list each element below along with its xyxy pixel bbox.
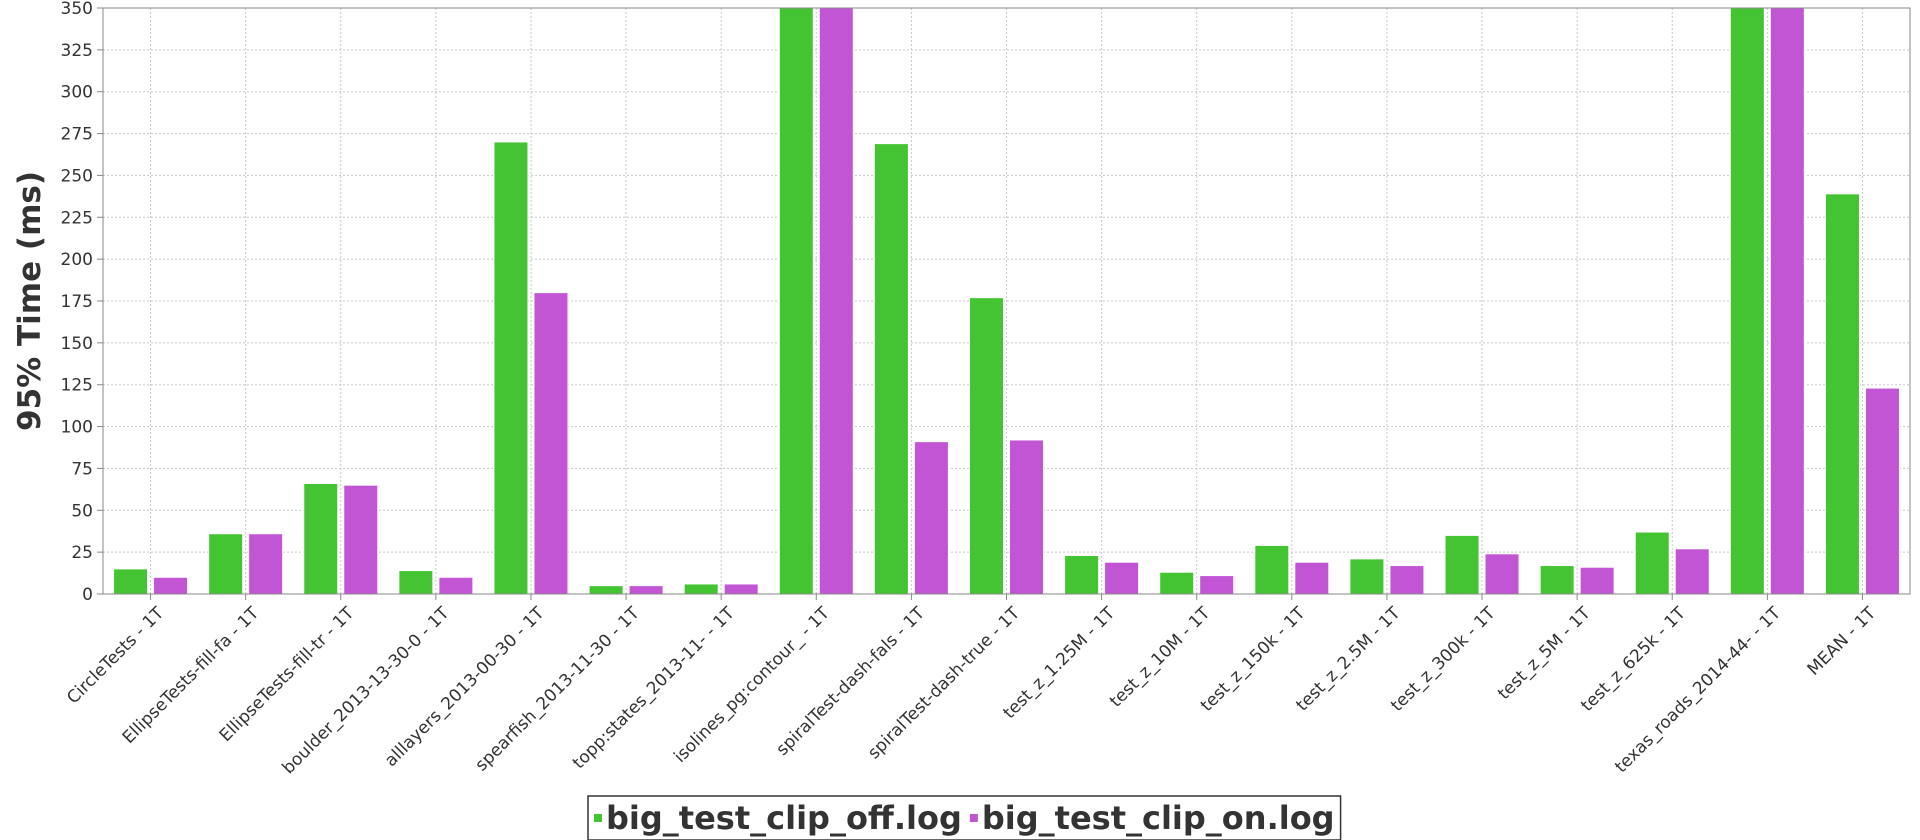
y-tick-label-14: 350 bbox=[61, 0, 93, 19]
bar-series-0-cat-2 bbox=[303, 482, 339, 595]
bar-series-1-cat-1 bbox=[248, 533, 284, 595]
bar-series-0-cat-17 bbox=[1729, 7, 1765, 595]
y-tick-label-4: 100 bbox=[61, 418, 93, 438]
legend: big_test_clip_off.log big_test_clip_on.l… bbox=[587, 795, 1342, 840]
bar-series-0-cat-12 bbox=[1254, 544, 1290, 595]
bar-series-0-cat-11 bbox=[1159, 571, 1195, 595]
bar-series-1-cat-16 bbox=[1674, 548, 1710, 595]
y-tick-label-13: 325 bbox=[61, 41, 93, 61]
bar-series-0-cat-3 bbox=[398, 570, 434, 595]
bar-series-0-cat-4 bbox=[493, 141, 529, 595]
y-tick-label-10: 250 bbox=[61, 166, 93, 186]
bar-series-1-cat-8 bbox=[913, 441, 949, 595]
bar-series-0-cat-6 bbox=[683, 583, 719, 595]
bar-series-0-cat-5 bbox=[588, 585, 624, 595]
bar-series-1-cat-18 bbox=[1864, 387, 1900, 595]
bar-series-1-cat-6 bbox=[723, 583, 759, 595]
y-tick-label-3: 75 bbox=[71, 459, 93, 479]
bars bbox=[113, 7, 1900, 595]
legend-label-clip-on: big_test_clip_on.log bbox=[982, 799, 1335, 837]
bar-series-1-cat-10 bbox=[1104, 561, 1140, 595]
bar-series-1-cat-2 bbox=[343, 484, 379, 595]
bar-series-1-cat-3 bbox=[438, 576, 474, 595]
y-tick-label-12: 300 bbox=[61, 83, 93, 103]
bar-series-0-cat-9 bbox=[969, 297, 1004, 595]
legend-swatch-clip-on bbox=[969, 814, 978, 822]
y-tick-label-8: 200 bbox=[61, 250, 93, 270]
y-tick-label-1: 25 bbox=[71, 543, 93, 563]
legend-swatch-clip-off bbox=[594, 814, 602, 822]
bar-series-0-cat-13 bbox=[1349, 558, 1385, 595]
bar-series-1-cat-11 bbox=[1199, 575, 1235, 595]
y-tick-label-0: 0 bbox=[82, 585, 93, 605]
bar-series-1-cat-0 bbox=[153, 576, 189, 595]
y-tick-label-5: 125 bbox=[61, 376, 93, 396]
legend-frame bbox=[587, 795, 1342, 840]
bar-series-1-cat-7 bbox=[818, 7, 854, 595]
bar-series-1-cat-15 bbox=[1579, 566, 1615, 595]
bar-series-0-cat-14 bbox=[1444, 534, 1480, 595]
grid-lines bbox=[103, 7, 1910, 595]
bar-series-0-cat-1 bbox=[208, 533, 244, 595]
bar-series-0-cat-10 bbox=[1064, 554, 1100, 595]
y-axis-title: 95% Time (ms) bbox=[12, 171, 48, 431]
bar-series-0-cat-7 bbox=[778, 7, 814, 595]
bar-series-1-cat-5 bbox=[628, 585, 664, 595]
bar-series-1-cat-13 bbox=[1389, 565, 1425, 595]
bar-series-0-cat-15 bbox=[1539, 565, 1575, 595]
y-tick-label-11: 275 bbox=[61, 125, 93, 145]
bar-series-1-cat-4 bbox=[533, 292, 569, 595]
bar-series-1-cat-14 bbox=[1484, 553, 1520, 595]
bar-series-1-cat-9 bbox=[1009, 439, 1044, 595]
bar-series-0-cat-18 bbox=[1824, 193, 1860, 595]
bar-series-0-cat-0 bbox=[113, 568, 149, 595]
y-axis-ticks: 0 25 50 75 100 125 150 175 200 225 250 275 300 325 350 bbox=[61, 0, 103, 605]
bar-series-0-cat-8 bbox=[873, 143, 909, 595]
y-tick-label-9: 225 bbox=[61, 208, 93, 228]
y-tick-label-7: 175 bbox=[61, 292, 93, 312]
y-tick-label-2: 50 bbox=[71, 501, 93, 521]
bar-series-0-cat-16 bbox=[1634, 531, 1670, 595]
bar-series-1-cat-12 bbox=[1294, 561, 1330, 595]
bar-series-1-cat-17 bbox=[1769, 7, 1805, 595]
legend-label-clip-off: big_test_clip_off.log bbox=[606, 799, 962, 837]
y-tick-label-6: 150 bbox=[61, 334, 93, 354]
